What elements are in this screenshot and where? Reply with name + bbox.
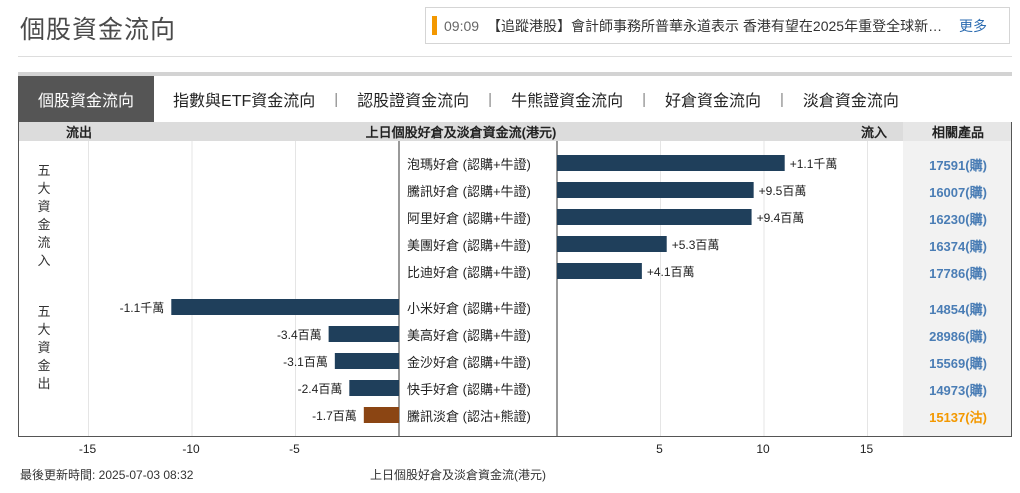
bar[interactable] [557, 236, 667, 252]
row-label[interactable]: 金沙好倉 (認購+牛證) [407, 355, 531, 370]
row-label[interactable]: 泡瑪好倉 (認購+牛證) [407, 157, 531, 172]
fund-flow-chart: 流出 上日個股好倉及淡倉資金流(港元) 流入 相關產品 五大資金流入 五大資金出… [18, 122, 1012, 437]
row-label[interactable]: 騰訊好倉 (認購+牛證) [407, 184, 531, 199]
related-product-link[interactable]: 17786(購) [929, 266, 987, 281]
bar-value-label: +5.3百萬 [671, 238, 720, 252]
related-product-link[interactable]: 15569(購) [929, 356, 987, 371]
bar[interactable] [334, 353, 399, 369]
bar-value-label: -3.1百萬 [283, 355, 328, 369]
chart-title: 上日個股好倉及淡倉資金流(港元) [365, 125, 557, 140]
bar[interactable] [349, 380, 399, 396]
bar[interactable] [557, 263, 642, 279]
tab-separator: | [488, 90, 493, 108]
x-tick-label: 15 [859, 442, 874, 456]
bar-value-label: -3.4百萬 [276, 328, 322, 342]
row-label[interactable]: 美團好倉 (認購+牛證) [407, 238, 531, 253]
x-tick-label: 10 [756, 442, 770, 456]
related-product-link[interactable]: 16374(購) [929, 239, 987, 254]
bar[interactable] [328, 326, 399, 342]
tab-stock-fund-flow[interactable]: 個股資金流向 [18, 76, 155, 122]
inflow-header: 流入 [861, 125, 888, 140]
bar-value-label: +9.4百萬 [756, 211, 805, 225]
related-product-link[interactable]: 17591(購) [929, 158, 987, 173]
row-label[interactable]: 美高好倉 (認購+牛證) [407, 328, 531, 343]
row-label[interactable]: 小米好倉 (認購+牛證) [407, 301, 531, 316]
plot-area [19, 141, 903, 436]
tab-cbbc-fund-flow[interactable]: 牛熊證資金流向 [511, 93, 624, 110]
bar[interactable] [557, 155, 785, 171]
tab-index-etf-fund-flow[interactable]: 指數與ETF資金流向 [173, 93, 316, 110]
tab-bar: 個股資金流向 指數與ETF資金流向 | 認股證資金流向 | 牛熊證資金流向 | … [18, 76, 1012, 122]
related-product-link[interactable]: 16230(購) [929, 212, 987, 227]
ticker-headline-link[interactable]: 【追蹤港股】會計師事務所普華永道表示 香港有望在2025年重登全球新股集資額首位 [487, 17, 949, 34]
x-tick-label: -15 [78, 442, 97, 456]
bar-value-label: -1.7百萬 [312, 409, 357, 423]
ticker-more-link[interactable]: 更多 [959, 17, 988, 34]
news-ticker[interactable]: 09:09 【追蹤港股】會計師事務所普華永道表示 香港有望在2025年重登全球新… [425, 7, 1010, 44]
outflow-group-label: 五大資金出 [37, 304, 51, 391]
title-divider [18, 56, 1012, 57]
products-column [903, 141, 1011, 436]
related-product-link[interactable]: 28986(購) [929, 329, 987, 344]
related-product-link[interactable]: 14973(購) [929, 383, 987, 398]
row-label[interactable]: 騰訊淡倉 (認沽+熊證) [407, 409, 531, 424]
related-product-link[interactable]: 15137(沽) [929, 410, 987, 425]
bar[interactable] [171, 299, 399, 315]
related-product-link[interactable]: 14854(購) [929, 302, 987, 317]
row-label[interactable]: 快手好倉 (認購+牛證) [407, 382, 531, 397]
page-title: 個股資金流向 [20, 16, 177, 44]
bar-value-label: +4.1百萬 [646, 265, 695, 279]
row-label[interactable]: 阿里好倉 (認購+牛證) [407, 211, 531, 226]
related-product-link[interactable]: 16007(購) [929, 185, 987, 200]
chart-svg [88, 141, 868, 436]
bar[interactable] [557, 182, 754, 198]
bar[interactable] [557, 209, 752, 225]
inflow-group-label: 五大資金流入 [37, 163, 51, 268]
ticker-marker-icon [432, 16, 437, 35]
outflow-header: 流出 [66, 125, 93, 140]
tab-separator: | [780, 90, 784, 108]
x-tick-label: 5 [656, 442, 663, 456]
last-updated: 最後更新時間: 2025-07-03 08:32 [20, 468, 194, 482]
bar-value-label: -2.4百萬 [297, 382, 343, 396]
bar-value-label: +9.5百萬 [758, 184, 807, 198]
row-label[interactable]: 比迪好倉 (認購+牛證) [407, 265, 531, 280]
bar-value-label: +1.1千萬 [789, 157, 838, 171]
ticker-time: 09:09 [444, 17, 480, 34]
tab-separator: | [334, 90, 339, 108]
bar[interactable] [363, 407, 399, 423]
tab-separator: | [642, 90, 646, 108]
tab-long-fund-flow[interactable]: 好倉資金流向 [665, 93, 762, 110]
footer-caption: 上日個股好倉及淡倉資金流(港元) [370, 468, 546, 482]
products-header: 相關產品 [903, 122, 1011, 141]
tab-warrant-fund-flow[interactable]: 認股證資金流向 [357, 93, 470, 110]
x-tick-label: -10 [182, 442, 200, 456]
x-tick-label: -5 [289, 442, 300, 456]
tabs-top-rule [18, 72, 1012, 76]
tab-short-fund-flow[interactable]: 淡倉資金流向 [802, 93, 899, 110]
bar-value-label: -1.1千萬 [119, 301, 165, 315]
chart-header: 流出 上日個股好倉及淡倉資金流(港元) 流入 [19, 122, 903, 141]
